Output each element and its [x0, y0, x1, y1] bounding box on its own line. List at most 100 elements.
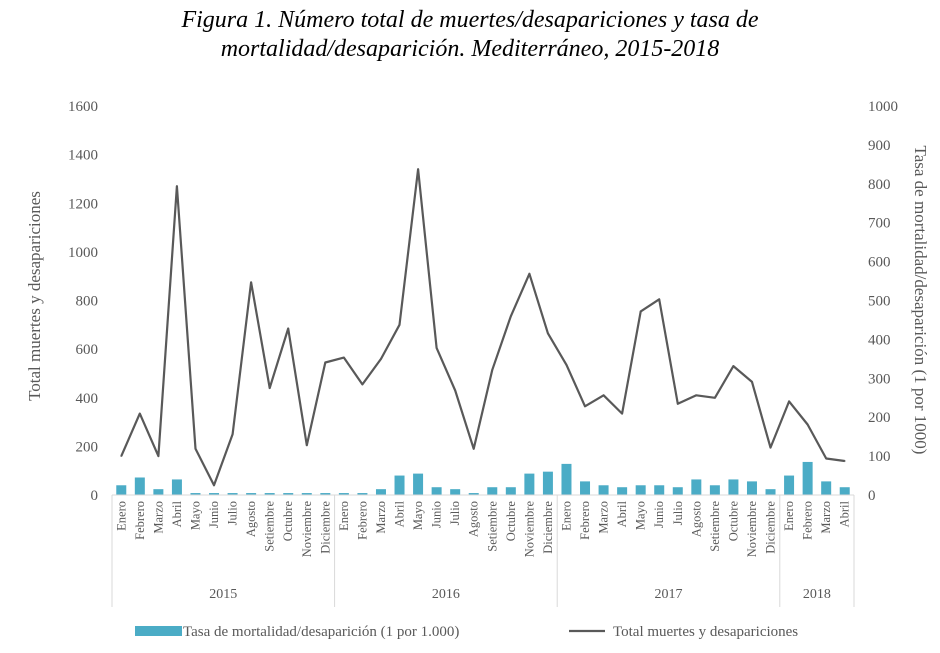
chart-title-line-1: Figura 1. Número total de muertes/desapa… [181, 7, 759, 33]
right-tick-label: 1000 [868, 99, 898, 115]
line-point [380, 358, 382, 360]
bar [209, 493, 220, 495]
month-labels: Enero Febrero Marzo Abril Mayo Junio Julio Agos… [114, 500, 851, 557]
line-point [806, 423, 809, 426]
line-point [825, 457, 827, 460]
line-point [547, 332, 549, 335]
bar [784, 475, 795, 495]
month-label: Abril [838, 500, 852, 527]
month-label: Julio [671, 501, 685, 525]
month-label: Marzo [597, 501, 611, 534]
line-point [194, 448, 197, 450]
left-axis-ticks: 0 200 400 600 800 1000 1200 1400 1600 [68, 99, 98, 504]
line-point [491, 368, 494, 371]
bar [765, 489, 776, 495]
bar [264, 493, 275, 495]
line-point [305, 444, 308, 446]
legend: Tasa de mortalidad/desaparición (1 por 1… [135, 624, 798, 640]
line-point [268, 387, 271, 389]
month-label: Marzo [151, 501, 165, 534]
month-label: Junio [652, 501, 666, 528]
month-label: Julio [448, 501, 462, 525]
bar [487, 487, 498, 495]
month-label: Abril [615, 500, 629, 527]
legend-bar-swatch [135, 626, 182, 636]
line-point [176, 185, 178, 188]
left-tick-label: 200 [76, 439, 99, 455]
bar [728, 479, 739, 495]
bar [134, 477, 145, 495]
bar [580, 481, 591, 495]
bar [617, 487, 628, 495]
bar [320, 493, 331, 495]
month-label: Setiembre [485, 501, 499, 552]
line-point [621, 412, 623, 415]
bar [821, 481, 832, 495]
right-tick-label: 600 [868, 255, 891, 271]
bar [802, 461, 813, 495]
line-point [398, 324, 401, 326]
month-label: Febrero [133, 501, 147, 540]
month-label: Enero [337, 501, 351, 531]
year-groups: 2015 2016 2017 2018 [111, 495, 855, 607]
month-label: Marzo [374, 501, 388, 534]
right-tick-label: 0 [868, 488, 876, 504]
bar [171, 479, 182, 495]
bar [468, 493, 479, 495]
right-tick-label: 900 [868, 138, 891, 154]
line-point [120, 455, 123, 457]
line-point [324, 361, 327, 364]
line-point [454, 389, 456, 392]
year-label: 2018 [803, 587, 831, 602]
month-label: Diciembre [764, 501, 778, 554]
line-point [788, 400, 790, 403]
line-point [435, 347, 438, 349]
bar [450, 489, 461, 495]
bar [153, 489, 164, 495]
chart-title-line-2: mortalidad/desaparición. Mediterráneo, 2… [220, 36, 720, 62]
left-axis-title: Total muertes y desapariciones [25, 191, 44, 401]
month-label: Setiembre [708, 501, 722, 552]
month-label: Octubre [726, 501, 740, 542]
right-tick-label: 400 [868, 332, 891, 348]
month-label: Agosto [689, 501, 703, 537]
right-tick-label: 800 [868, 177, 891, 193]
line-point [528, 272, 531, 275]
line-point [584, 405, 586, 408]
bar [375, 489, 386, 495]
line-point [639, 310, 642, 313]
left-tick-label: 0 [91, 488, 99, 504]
month-label: Mayo [188, 501, 202, 530]
bar [283, 493, 294, 495]
bar [190, 493, 201, 495]
line-point [343, 356, 345, 359]
legend-bar-label: Tasa de mortalidad/desaparición (1 por 1… [183, 624, 459, 640]
line-point [843, 460, 846, 462]
bar [635, 485, 646, 495]
bar [116, 485, 127, 495]
month-label: Diciembre [318, 501, 332, 554]
line-point [510, 315, 512, 318]
month-label: Octubre [281, 501, 295, 542]
line-point [695, 394, 698, 397]
bar [301, 493, 312, 495]
left-tick-label: 400 [76, 391, 99, 407]
legend-line-label: Total muertes y desapariciones [613, 624, 798, 640]
month-label: Abril [393, 500, 407, 527]
month-label: Febrero [355, 501, 369, 540]
line-point [602, 394, 605, 397]
year-label: 2017 [655, 587, 683, 602]
month-label: Marzo [819, 501, 833, 534]
line-point [213, 484, 215, 487]
month-label: Febrero [801, 501, 815, 540]
bar [431, 487, 442, 495]
line-point [287, 327, 290, 330]
month-label: Abril [170, 500, 184, 527]
chart-title: Figura 1. Número total de muertes/desapa… [0, 6, 940, 64]
right-tick-label: 500 [868, 294, 891, 310]
left-tick-label: 600 [76, 342, 99, 358]
month-label: Noviembre [300, 501, 314, 558]
line-point [250, 281, 252, 284]
bar [524, 473, 535, 495]
bar [839, 487, 850, 495]
